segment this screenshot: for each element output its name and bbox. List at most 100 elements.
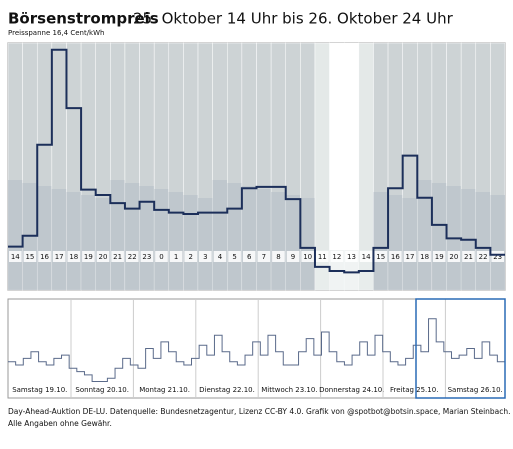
band bbox=[271, 192, 286, 290]
band bbox=[8, 180, 23, 290]
label-bg bbox=[228, 251, 241, 262]
band bbox=[241, 186, 257, 290]
label-bg bbox=[67, 251, 81, 262]
label-bg bbox=[403, 251, 417, 262]
label-bg bbox=[199, 251, 212, 262]
band bbox=[154, 189, 169, 290]
label-bg bbox=[476, 251, 490, 262]
label-bg bbox=[52, 251, 66, 262]
label-bg bbox=[272, 251, 285, 262]
band bbox=[81, 195, 96, 290]
x-tick-label: 18 bbox=[420, 253, 429, 261]
label-bg bbox=[9, 251, 22, 262]
x-tick-label: 21 bbox=[464, 253, 473, 261]
x-tick-label: 19 bbox=[435, 253, 444, 261]
label-bg bbox=[491, 251, 504, 262]
band bbox=[212, 180, 228, 290]
band bbox=[490, 195, 505, 290]
label-bg bbox=[462, 251, 475, 262]
band bbox=[66, 192, 82, 290]
x-tick-label: 12 bbox=[332, 253, 341, 261]
label-bg bbox=[330, 251, 344, 262]
band bbox=[139, 186, 155, 290]
x-tick-label: 9 bbox=[291, 253, 295, 261]
label-bg bbox=[184, 251, 198, 262]
day-label: Dienstag 22.10. bbox=[199, 386, 255, 394]
band bbox=[431, 183, 447, 290]
x-tick-label: 23 bbox=[493, 253, 502, 261]
x-tick-label: 0 bbox=[159, 253, 163, 261]
x-tick-label: 1 bbox=[174, 253, 178, 261]
footer: Day-Ahead-Auktion DE-LU. Datenquelle: Bu… bbox=[8, 407, 513, 416]
x-tick-label: 3 bbox=[203, 253, 207, 261]
x-tick-label: 14 bbox=[11, 253, 20, 261]
title-range: 25. Oktober 14 Uhr bis 26. Oktober 24 Uh… bbox=[133, 10, 454, 28]
band bbox=[37, 186, 52, 290]
x-tick-label: 11 bbox=[318, 253, 327, 261]
label-bg bbox=[155, 251, 168, 262]
label-bg bbox=[96, 251, 110, 262]
x-tick-label: 13 bbox=[347, 253, 356, 261]
band bbox=[183, 195, 199, 290]
x-tick-label: 17 bbox=[406, 253, 415, 261]
label-bg bbox=[242, 251, 256, 262]
label-bg bbox=[374, 251, 388, 262]
x-tick-label: 8 bbox=[276, 253, 280, 261]
title: Börsenstrompreis bbox=[8, 10, 159, 28]
selection-box bbox=[415, 298, 506, 399]
x-tick-label: 14 bbox=[362, 253, 371, 261]
label-bg bbox=[432, 251, 446, 262]
x-tick-label: 15 bbox=[376, 253, 385, 261]
x-tick-label: 5 bbox=[232, 253, 236, 261]
day-label: Sonntag 20.10. bbox=[75, 386, 129, 394]
label-bg bbox=[82, 251, 95, 262]
label-bg bbox=[315, 251, 329, 262]
x-tick-label: 7 bbox=[262, 253, 266, 261]
label-bg bbox=[125, 251, 139, 262]
band bbox=[95, 198, 111, 290]
label-bg bbox=[38, 251, 51, 262]
x-tick-label: 19 bbox=[84, 253, 93, 261]
x-tick-label: 20 bbox=[449, 253, 458, 261]
label-bg bbox=[447, 251, 461, 262]
day-label: Donnerstag 24.10. bbox=[319, 386, 384, 394]
label-bg bbox=[359, 251, 373, 262]
band bbox=[256, 189, 272, 290]
band bbox=[198, 198, 213, 290]
label-bg bbox=[23, 251, 37, 262]
band bbox=[402, 198, 418, 290]
x-tick-label: 17 bbox=[55, 253, 64, 261]
label-bg bbox=[418, 251, 431, 262]
label-bg bbox=[389, 251, 402, 262]
band bbox=[285, 195, 301, 290]
x-tick-label: 6 bbox=[247, 253, 252, 261]
label-bg bbox=[345, 251, 358, 262]
x-tick-label: 4 bbox=[218, 253, 223, 261]
band bbox=[417, 180, 432, 290]
price-line bbox=[8, 48, 505, 274]
label-bg bbox=[213, 251, 227, 262]
band bbox=[110, 180, 125, 290]
band bbox=[168, 192, 184, 290]
label-bg bbox=[286, 251, 300, 262]
footer: Alle Angaben ohne Gewähr. bbox=[8, 419, 112, 428]
band bbox=[475, 192, 491, 290]
band bbox=[300, 198, 315, 290]
overview-line bbox=[8, 318, 505, 382]
label-bg bbox=[257, 251, 271, 262]
day-label: Freitag 25.10. bbox=[390, 386, 438, 394]
x-tick-label: 20 bbox=[99, 253, 108, 261]
x-tick-label: 21 bbox=[113, 253, 122, 261]
overview-bg bbox=[7, 298, 506, 399]
day-label: Mittwoch 23.10. bbox=[261, 386, 317, 394]
x-tick-label: 2 bbox=[188, 253, 192, 261]
x-tick-label: 23 bbox=[142, 253, 151, 261]
x-tick-label: 22 bbox=[128, 253, 137, 261]
subtitle: Preisspanne 16,4 Cent/kWh bbox=[8, 29, 104, 37]
day-label: Montag 21.10. bbox=[139, 386, 190, 394]
day-label: Samstag 19.10. bbox=[12, 386, 67, 394]
x-tick-label: 10 bbox=[303, 253, 312, 261]
band bbox=[227, 183, 242, 290]
x-tick-label: 18 bbox=[69, 253, 78, 261]
